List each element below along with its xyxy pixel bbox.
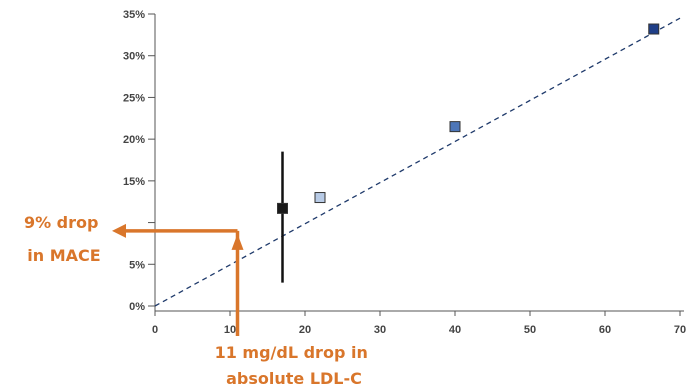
x-tick-label-70: 70 [674, 324, 686, 336]
mace-arrowhead [112, 223, 126, 238]
x-tick-label-40: 40 [449, 324, 461, 336]
x-ticks: 0 10 20 30 40 50 60 70 [152, 311, 686, 336]
x-tick-label-20: 20 [299, 324, 311, 336]
mace-annotation-line-2: in MACE [27, 246, 100, 265]
y-ticks: 0% 5% 15% 20% 25% 30% 35% [123, 9, 155, 313]
y-tick-label-25: 25% [123, 92, 145, 104]
mace-annotation: 9% drop in MACE [24, 213, 104, 265]
x-tick-label-10: 10 [224, 324, 236, 336]
ldl-arrowhead [231, 233, 244, 250]
trendline [154, 17, 681, 307]
data-point-0 [277, 202, 288, 214]
ldl-annotation-line-2: absolute LDL-C [226, 369, 362, 388]
data-point-2 [449, 121, 461, 133]
y-tick-label-35: 35% [123, 9, 145, 21]
y-tick-label-5: 5% [129, 259, 145, 271]
x-tick-label-0: 0 [152, 324, 158, 336]
y-tick-label-0: 0% [129, 301, 145, 313]
x-tick-label-60: 60 [599, 324, 611, 336]
x-tick-label-30: 30 [374, 324, 386, 336]
mace-annotation-line-1: 9% drop [24, 213, 99, 232]
data-points [277, 23, 660, 214]
ldl-annotation: 11 mg/dL drop in absolute LDL-C [215, 343, 374, 388]
y-tick-label-30: 30% [123, 51, 145, 63]
x-tick-label-50: 50 [524, 324, 536, 336]
data-point-1 [314, 192, 326, 204]
y-tick-label-15: 15% [123, 176, 145, 188]
data-point-3 [648, 23, 660, 35]
y-tick-label-20: 20% [123, 134, 145, 146]
ldl-annotation-line-1: 11 mg/dL drop in [215, 343, 368, 362]
annotation-guides [112, 223, 244, 336]
